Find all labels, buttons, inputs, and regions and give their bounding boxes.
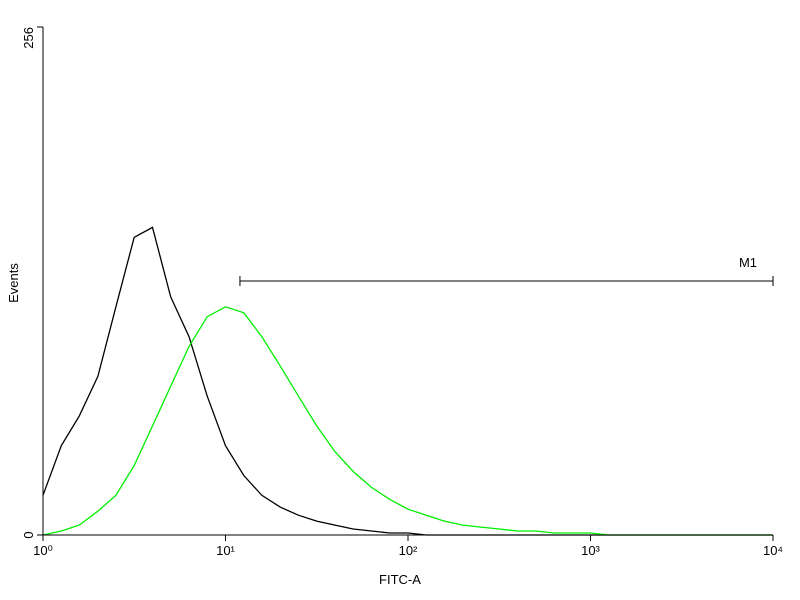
x-tick-label: 10³ — [581, 543, 600, 558]
x-tick-label: 10¹ — [216, 543, 235, 558]
gate-label: M1 — [739, 255, 757, 270]
x-axis-label: FITC-A — [379, 572, 421, 587]
x-tick-label: 10² — [399, 543, 418, 558]
y-axis-label: Events — [6, 263, 21, 303]
y-tick-label: 256 — [21, 27, 36, 49]
y-tick-label: 0 — [21, 531, 36, 538]
histogram-line — [42, 226, 773, 536]
x-tick-label: 10⁰ — [33, 543, 53, 558]
histogram-line — [42, 306, 773, 536]
x-tick-label: 10⁴ — [763, 543, 783, 558]
